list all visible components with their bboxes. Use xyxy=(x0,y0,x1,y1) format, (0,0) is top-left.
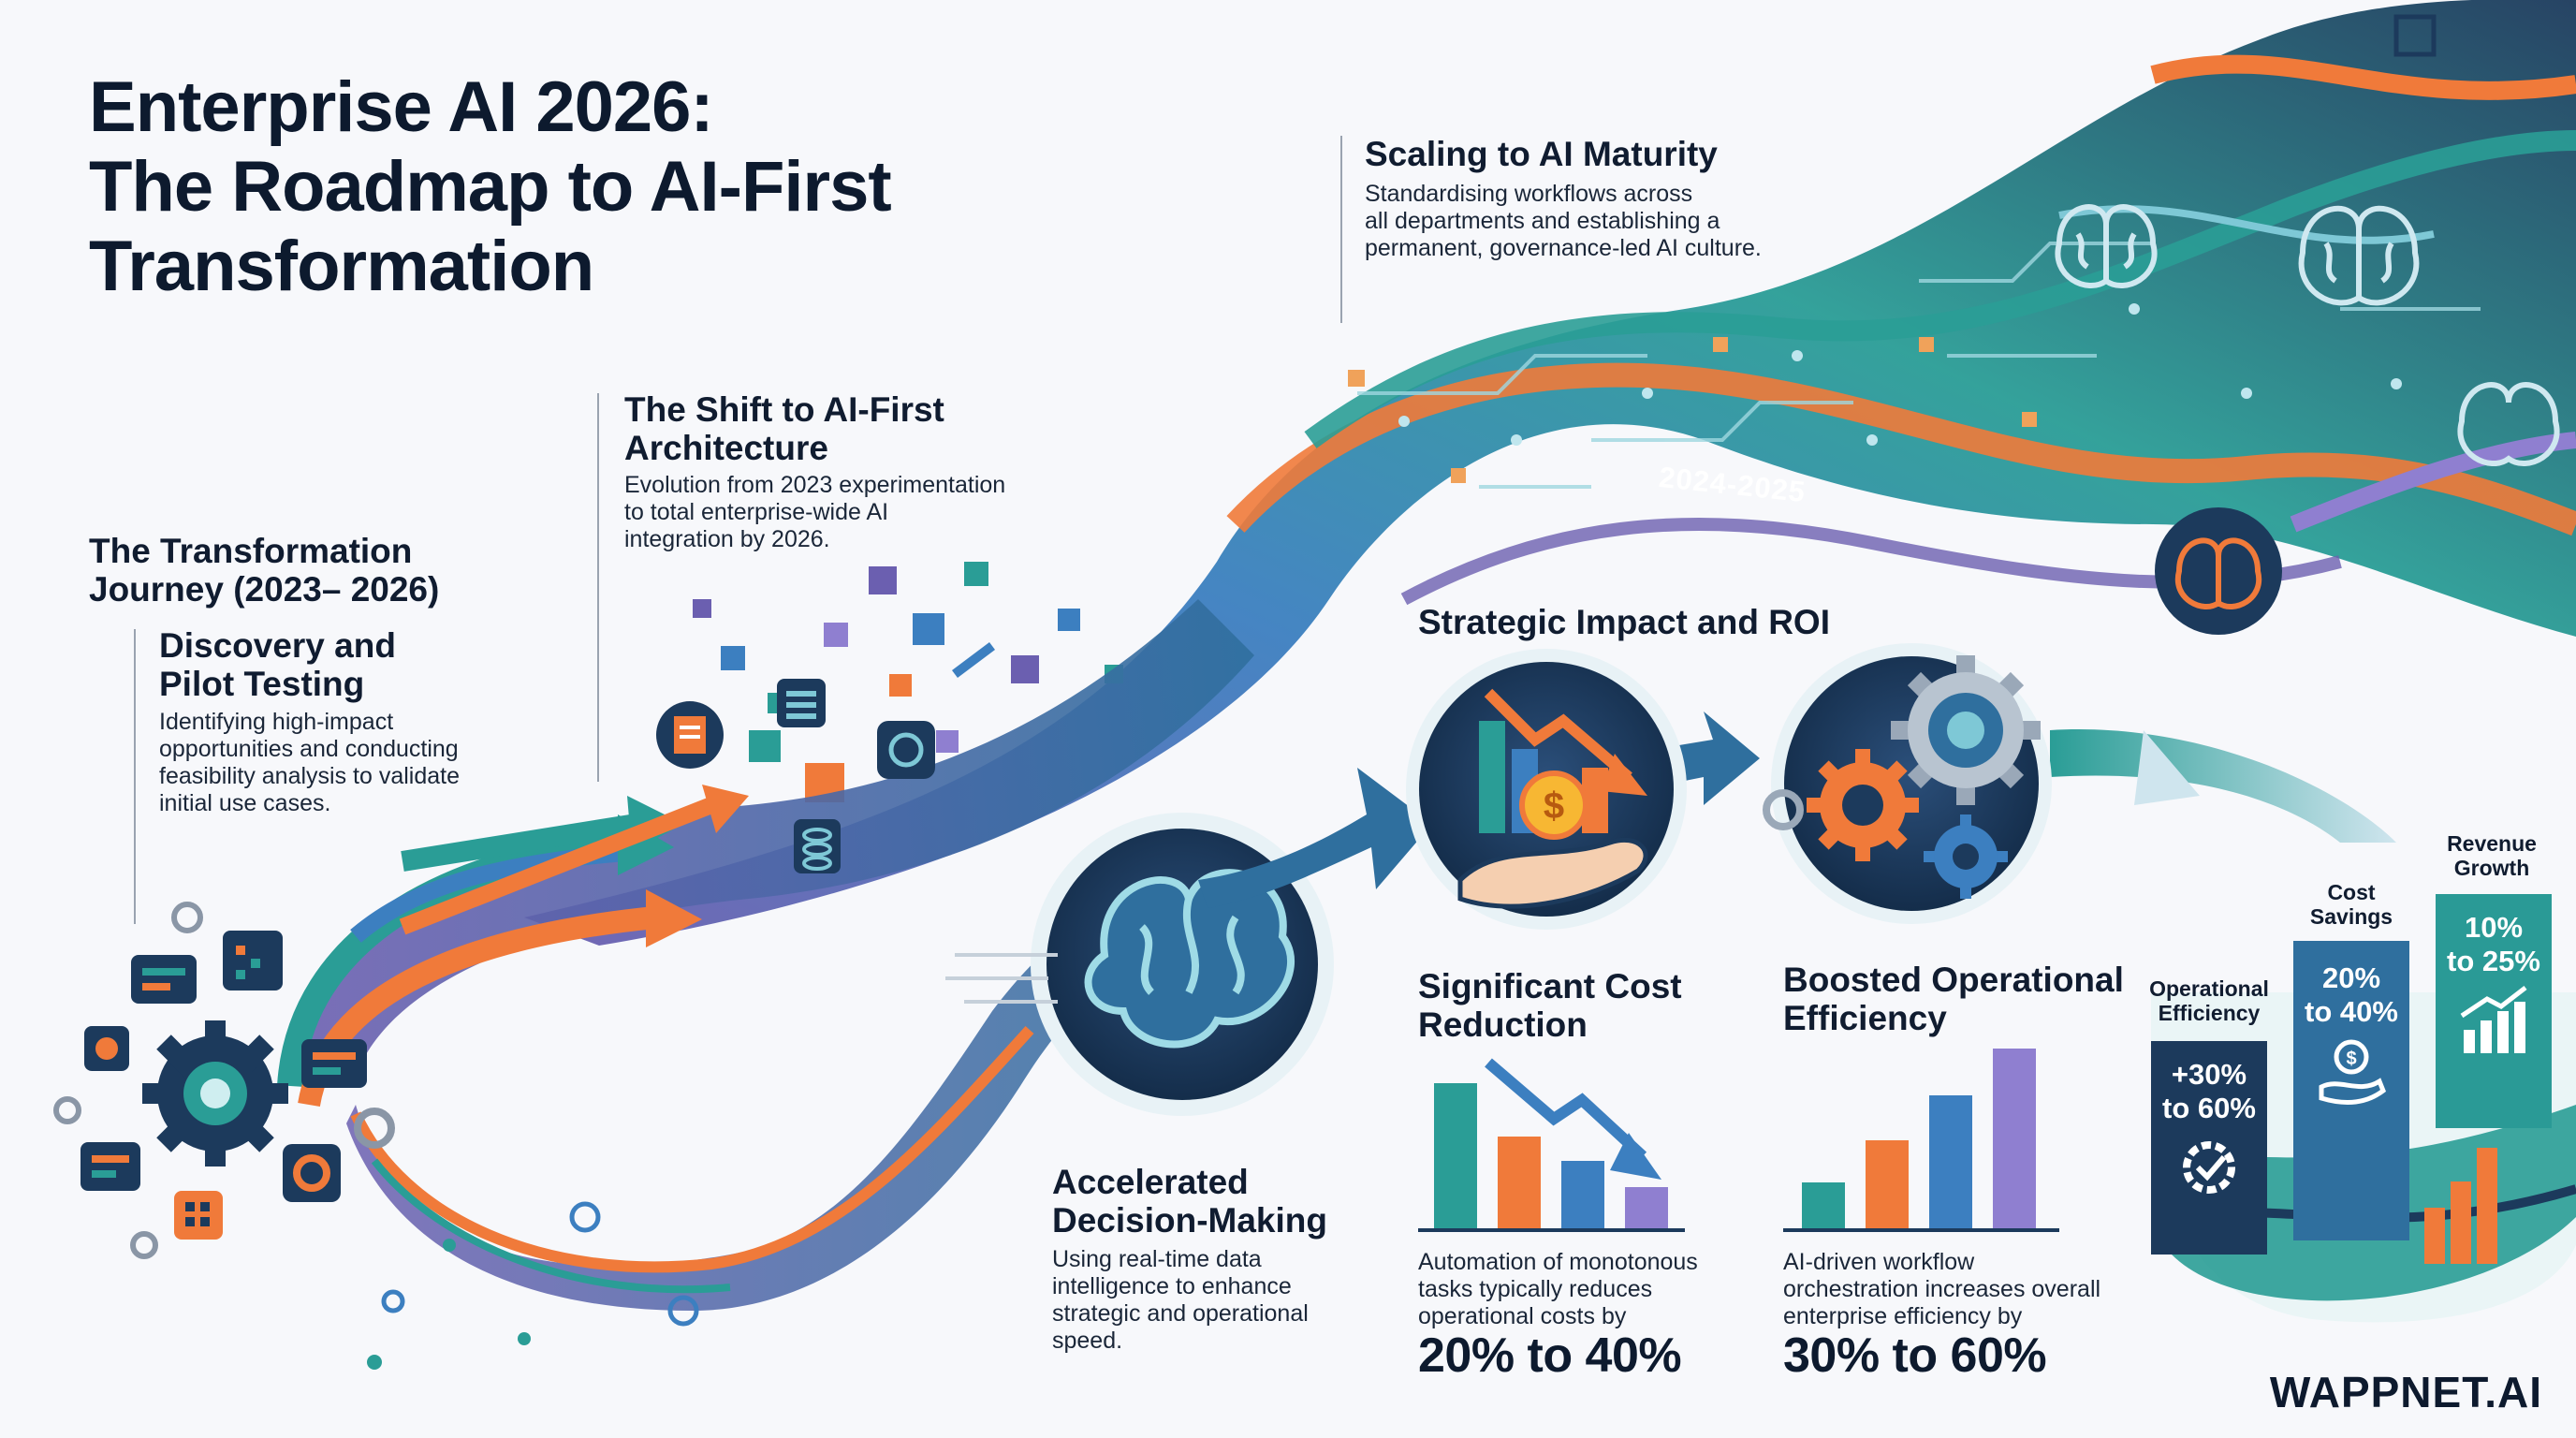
title-line-1: Enterprise AI 2026: xyxy=(89,67,714,147)
metric-bar-revenue-growth: 10% to 25% xyxy=(2436,894,2552,1128)
chip-square-icon xyxy=(2393,14,2437,57)
decision-title: Accelerated Decision-Making xyxy=(1052,1163,1327,1240)
scaling-description: Standardising workflows across all depar… xyxy=(1365,181,1762,261)
page-title: Enterprise AI 2026: The Roadmap to AI-Fi… xyxy=(89,67,892,306)
hand-coin-icon: $ xyxy=(2319,1039,2387,1105)
shift-description: Evolution from 2023 experimentation to t… xyxy=(624,472,1006,552)
svg-text:$: $ xyxy=(1544,785,1564,827)
cost-reduction-circle: $ xyxy=(1406,649,1687,930)
brain-icons xyxy=(2055,204,2560,466)
impact-heading: Strategic Impact and ROI xyxy=(1418,603,1830,641)
cost-value: 20% to 40% xyxy=(1418,1328,1682,1383)
circuit-dots xyxy=(1398,303,2402,446)
gear-check-icon xyxy=(2183,1141,2235,1194)
app-tile-icons xyxy=(53,902,395,1259)
efficiency-title: Boosted Operational Efficiency xyxy=(1783,961,2124,1037)
loop-nodes xyxy=(381,1201,699,1327)
loop-dots xyxy=(367,1239,531,1370)
metric-label-cost-savings: Cost Savings xyxy=(2309,880,2393,929)
discovery-description: Identifying high-impact opportunities an… xyxy=(159,709,460,816)
pixel-particles xyxy=(693,562,1123,802)
shift-title: The Shift to AI-First Architecture xyxy=(624,390,944,467)
brain-circle-icon xyxy=(2155,507,2282,635)
title-line-2: The Roadmap to AI-First xyxy=(89,147,892,227)
brand-logo: WAPPNET.AI xyxy=(2269,1368,2542,1416)
efficiency-bar-chart xyxy=(1783,1049,2059,1232)
journey-heading: The Transformation Journey (2023– 2026) xyxy=(89,532,440,609)
metric-label-operational-efficiency: Operational Efficiency xyxy=(2149,976,2269,1025)
circuit-nodes xyxy=(1348,337,2037,483)
architecture-icons xyxy=(656,679,935,873)
impact-arrows xyxy=(1198,712,2396,908)
shift-divider xyxy=(597,393,599,782)
cost-description: Automation of monotonous tasks typically… xyxy=(1418,1249,1698,1329)
discovery-divider xyxy=(134,629,136,924)
efficiency-value: 30% to 60% xyxy=(1783,1328,2047,1383)
metric-bar-cost-savings: 20% to 40% $ xyxy=(2293,941,2409,1240)
gears-circle xyxy=(1763,643,2052,924)
cost-bar-chart xyxy=(1418,1058,1685,1232)
growth-chart-icon xyxy=(2460,986,2527,1053)
circuit-lines xyxy=(1357,242,2481,489)
decision-description: Using real-time data intelligence to enh… xyxy=(1052,1246,1309,1354)
svg-text:$: $ xyxy=(2346,1049,2356,1069)
discovery-title: Discovery and Pilot Testing xyxy=(159,626,396,703)
efficiency-description: AI-driven workflow orchestration increas… xyxy=(1783,1249,2101,1329)
scaling-title: Scaling to AI Maturity xyxy=(1365,135,1718,173)
title-line-3: Transformation xyxy=(89,227,594,306)
scaling-divider xyxy=(1340,136,1342,323)
metric-label-revenue-growth: Revenue Growth xyxy=(2447,831,2537,880)
cost-title: Significant Cost Reduction xyxy=(1418,967,1682,1044)
metric-bar-operational-efficiency: +30% to 60% xyxy=(2151,1041,2267,1255)
hub-gear-icon xyxy=(142,1020,288,1167)
